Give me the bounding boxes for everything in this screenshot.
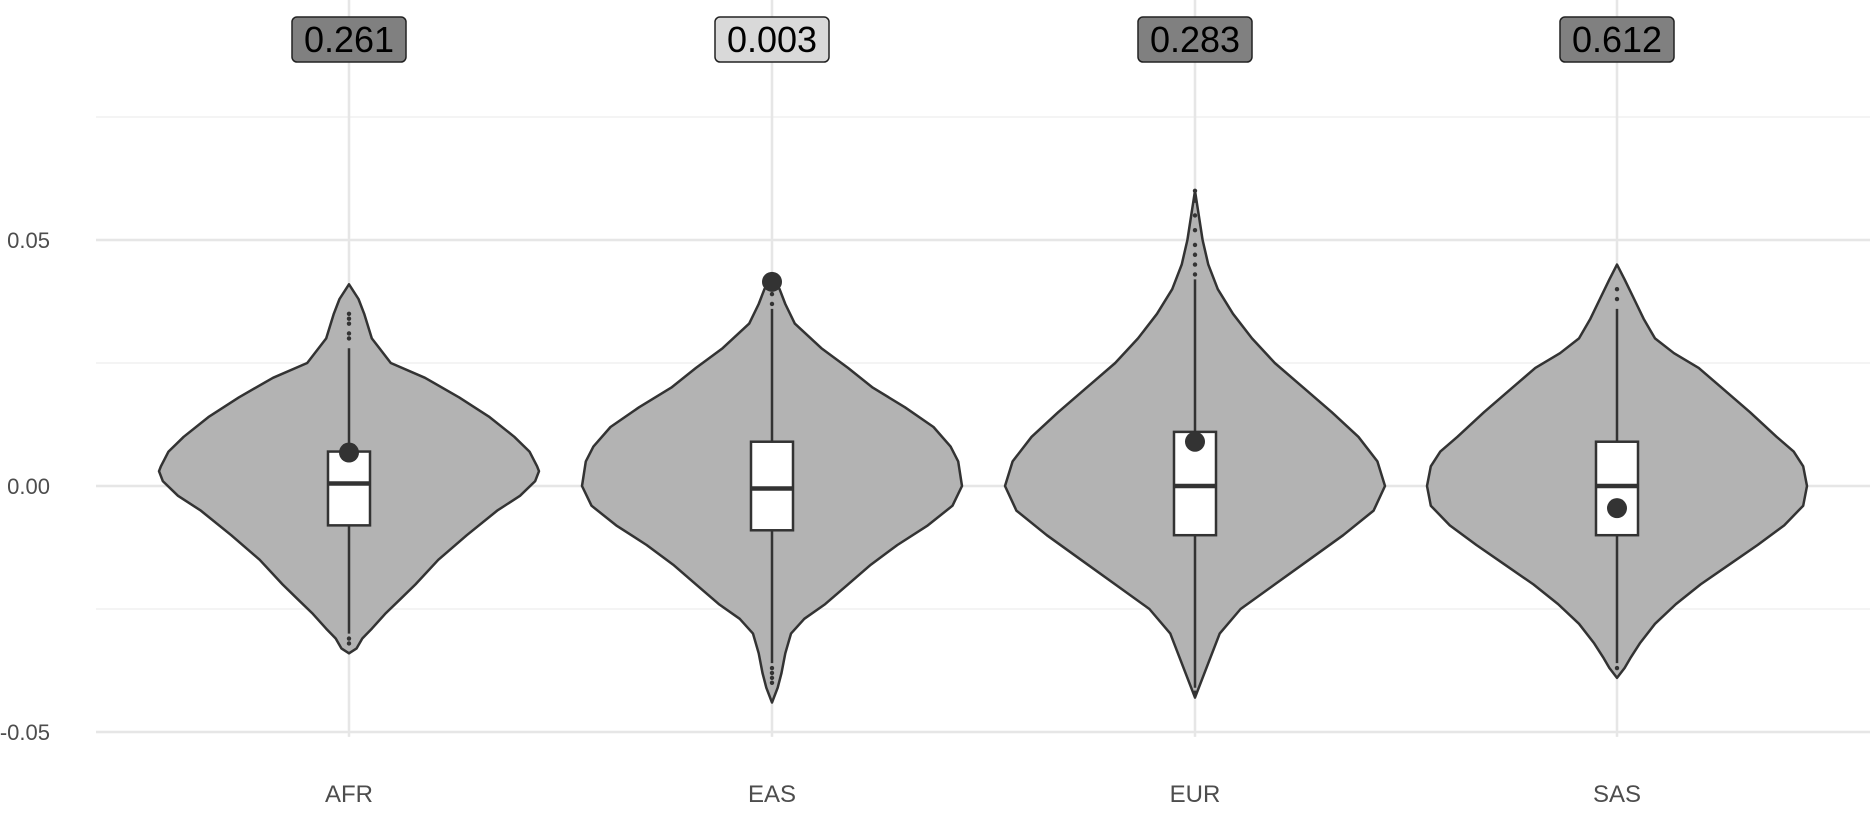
outlier-point: [769, 291, 775, 297]
mean-point: [1185, 431, 1205, 452]
outlier-point: [1192, 262, 1198, 267]
y-tick-label: 0.05: [7, 228, 50, 253]
x-tick-label: AFR: [325, 781, 373, 808]
y-tick-label: -0.05: [0, 720, 50, 745]
axes: -0.05 0.00 0.05 AFR EAS EUR SAS: [0, 228, 1641, 808]
p-value-text: 0.003: [727, 19, 817, 60]
outlier-point: [1192, 188, 1198, 193]
p-value-text: 0.283: [1150, 19, 1240, 60]
violin-group-afr: [157, 283, 541, 655]
p-value-label-sas: 0.612: [1559, 16, 1675, 63]
x-tick-label: SAS: [1593, 781, 1641, 808]
violin-group-eas: [580, 271, 964, 704]
outlier-point: [1192, 252, 1198, 257]
outlier-point: [1192, 690, 1198, 695]
outlier-point: [769, 670, 775, 676]
outlier-point: [1192, 213, 1198, 218]
outlier-point: [769, 665, 775, 671]
mean-point: [339, 442, 359, 463]
outlier-point: [346, 636, 352, 641]
mean-point: [1607, 498, 1627, 519]
p-value-text: 0.612: [1572, 19, 1662, 60]
outlier-point: [769, 680, 775, 685]
outlier-point: [1192, 242, 1198, 248]
outlier-point: [1614, 296, 1620, 302]
outlier-point: [346, 336, 352, 341]
violin-group-eur: [1003, 188, 1387, 699]
mean-point: [762, 271, 782, 292]
x-tick-label: EUR: [1170, 781, 1221, 808]
violin-group-sas: [1425, 263, 1809, 680]
outlier-point: [346, 316, 352, 321]
p-value-box: [291, 16, 407, 63]
outlier-point: [346, 311, 352, 316]
outlier-point: [346, 331, 352, 336]
outlier-point: [1192, 272, 1198, 277]
p-value-text: 0.261: [304, 19, 394, 60]
p-value-labels: 0.261 0.003 0.283 0.612: [291, 16, 1675, 63]
x-tick-label: EAS: [748, 781, 796, 808]
outlier-point: [769, 301, 775, 307]
p-value-label-eur: 0.283: [1137, 16, 1253, 63]
p-value-label-eas: 0.003: [714, 16, 830, 63]
outlier-point: [1192, 198, 1198, 203]
box: [749, 440, 795, 532]
outlier-point: [346, 321, 352, 326]
outlier-point: [1614, 665, 1620, 671]
p-value-box: [1137, 16, 1253, 63]
outlier-point: [1192, 227, 1198, 233]
violins: [157, 188, 1809, 704]
p-value-box: [714, 16, 830, 63]
box: [1594, 440, 1640, 537]
p-value-box: [1559, 16, 1675, 63]
p-value-label-afr: 0.261: [291, 16, 407, 63]
box: [326, 450, 372, 527]
outlier-point: [1614, 287, 1620, 292]
outlier-point: [769, 675, 775, 681]
y-tick-label: 0.00: [7, 474, 50, 499]
outlier-point: [346, 641, 352, 646]
